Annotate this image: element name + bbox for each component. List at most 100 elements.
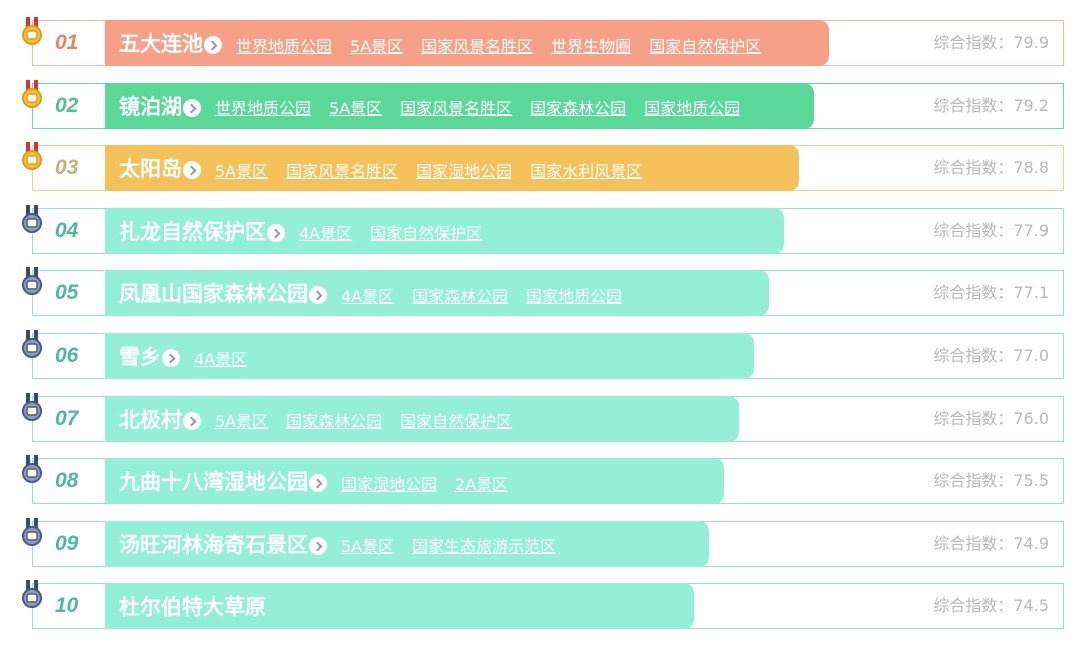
scenic-name[interactable]: 九曲十八湾湿地公园 (119, 470, 308, 495)
score-value: 77.0 (1013, 346, 1049, 365)
score-value: 77.1 (1013, 283, 1049, 303)
tag-link[interactable]: 国家自然保护区 (400, 412, 513, 432)
tag-link[interactable]: 5A景区 (215, 412, 269, 432)
tag-link[interactable]: 国家湿地公园 (341, 474, 438, 494)
score-value: 79.9 (1013, 33, 1049, 52)
rank-number: 03 (55, 156, 79, 180)
tag-link[interactable]: 国家风景名胜区 (286, 161, 399, 181)
medal-icon (22, 392, 42, 421)
score: 综合指数：74.9 (933, 522, 1049, 566)
tag-link[interactable]: 5A景区 (350, 36, 404, 56)
scenic-name[interactable]: 太阳岛 (119, 157, 182, 182)
ranking-row[interactable]: 05 凤凰山国家森林公园 4A景区 国家森林公园 国家地质公园 综合指数：77.1 (22, 267, 1064, 317)
tag-link[interactable]: 国家风景名胜区 (400, 99, 513, 119)
ranking-row[interactable]: 07 北极村 5A景区 国家森林公园 国家自然保护区 综合指数：76.0 (22, 392, 1064, 442)
ranking-row[interactable]: 03 太阳岛 5A景区 国家风景名胜区 国家湿地公园 国家水利风景区 综合指数：78.8 (22, 142, 1064, 192)
scenic-name[interactable]: 镜泊湖 (119, 94, 182, 119)
medal-icon (22, 330, 42, 358)
rank-number: 04 (55, 218, 79, 242)
arrow-icon[interactable] (183, 161, 201, 180)
score-label: 综合指数： (933, 408, 1014, 428)
score-label: 综合指数： (933, 220, 1014, 240)
rank-number: 05 (55, 281, 79, 305)
rank-number: 07 (55, 406, 79, 430)
scenic-name[interactable]: 凤凰山国家森林公园 (119, 282, 308, 307)
rank-number: 06 (55, 344, 79, 367)
tag-link[interactable]: 国家森林公园 (530, 99, 627, 119)
medal-icon (22, 267, 42, 296)
arrow-icon[interactable] (309, 474, 327, 493)
medal-icon (22, 142, 42, 171)
arrow-icon[interactable] (309, 286, 327, 305)
tag-link[interactable]: 世界地质公园 (215, 99, 312, 119)
ranking-row[interactable]: 01 五大连池 世界地质公园 5A景区 国家风景名胜区 世界生物圈 国家自然保护区 综合指数：… (22, 17, 1064, 66)
score-value: 74.9 (1013, 533, 1049, 553)
medal-icon (22, 17, 42, 45)
arrow-icon[interactable] (267, 223, 285, 242)
ranking-row[interactable]: 06 雪乡 4A景区 综合指数：77.0 (22, 330, 1064, 379)
tag-link[interactable]: 世界地质公园 (236, 36, 333, 56)
tag-link[interactable]: 国家地质公园 (644, 99, 741, 119)
score-label: 综合指数： (933, 346, 1014, 365)
score-value: 76.0 (1013, 408, 1049, 428)
rank-number: 10 (55, 594, 79, 618)
score: 综合指数：79.9 (933, 21, 1049, 65)
score: 综合指数：76.0 (933, 397, 1049, 441)
tag-link[interactable]: 国家森林公园 (286, 412, 383, 432)
tag-link[interactable]: 国家水利风景区 (530, 161, 643, 181)
tag-link[interactable]: 4A景区 (341, 286, 395, 306)
name-bar: 镜泊湖 世界地质公园 5A景区 国家风景名胜区 国家森林公园 国家地质公园 (105, 82, 814, 129)
scenic-name[interactable]: 杜尔伯特大草原 (119, 595, 266, 620)
score: 综合指数：77.0 (933, 334, 1049, 378)
score-label: 综合指数： (933, 33, 1014, 52)
score-label: 综合指数： (933, 596, 1014, 616)
arrow-icon[interactable] (183, 98, 201, 117)
scenic-name[interactable]: 汤旺河林海奇石景区 (119, 532, 308, 557)
ranking-row[interactable]: 10 杜尔伯特大草原 综合指数：74.5 (22, 580, 1064, 630)
medal-icon (22, 79, 42, 108)
tag-link[interactable]: 国家生态旅游示范区 (412, 537, 557, 557)
tag-link[interactable]: 国家森林公园 (412, 286, 509, 306)
tag-link[interactable]: 5A景区 (215, 161, 269, 181)
ranking-row[interactable]: 08 九曲十八湾湿地公园 国家湿地公园 2A景区 综合指数：75.5 (22, 455, 1064, 505)
tag-link[interactable]: 国家地质公园 (526, 286, 623, 306)
ranking-row[interactable]: 02 镜泊湖 世界地质公园 5A景区 国家风景名胜区 国家森林公园 国家地质公园 综合指数：7… (22, 79, 1064, 129)
score-value: 77.9 (1013, 220, 1049, 240)
medal-icon (22, 517, 42, 546)
score: 综合指数：78.8 (933, 146, 1049, 190)
score-label: 综合指数： (933, 471, 1014, 491)
scenic-name[interactable]: 北极村 (119, 407, 182, 432)
tag-link[interactable]: 5A景区 (329, 99, 383, 119)
score-label: 综合指数： (933, 283, 1014, 303)
score-label: 综合指数： (933, 533, 1014, 553)
tag-link[interactable]: 4A景区 (194, 349, 248, 369)
tag-link[interactable]: 5A景区 (341, 537, 395, 557)
score: 综合指数：74.5 (933, 584, 1049, 628)
ranking-row[interactable]: 04 扎龙自然保护区 4A景区 国家自然保护区 综合指数：77.9 (22, 204, 1064, 254)
name-bar: 凤凰山国家森林公园 4A景区 国家森林公园 国家地质公园 (105, 270, 769, 317)
scenic-name[interactable]: 五大连池 (119, 32, 203, 56)
score-value: 75.5 (1013, 471, 1049, 491)
tag-link[interactable]: 国家自然保护区 (370, 224, 483, 244)
ranking-row[interactable]: 09 汤旺河林海奇石景区 5A景区 国家生态旅游示范区 综合指数：74.9 (22, 517, 1064, 567)
score: 综合指数：75.5 (933, 459, 1049, 503)
tag-link[interactable]: 国家风景名胜区 (421, 36, 534, 56)
tag-link[interactable]: 4A景区 (299, 224, 353, 244)
name-bar: 扎龙自然保护区 4A景区 国家自然保护区 (105, 207, 784, 254)
arrow-icon[interactable] (162, 349, 180, 367)
tag-link[interactable]: 国家自然保护区 (649, 36, 762, 56)
name-bar: 北极村 5A景区 国家森林公园 国家自然保护区 (105, 395, 739, 442)
scenic-name[interactable]: 扎龙自然保护区 (119, 219, 266, 244)
arrow-icon[interactable] (183, 411, 201, 430)
tag-link[interactable]: 国家湿地公园 (416, 161, 513, 181)
name-bar: 汤旺河林海奇石景区 5A景区 国家生态旅游示范区 (105, 520, 709, 567)
rank-number: 09 (55, 531, 79, 555)
rank-number: 01 (55, 31, 79, 54)
arrow-icon[interactable] (309, 536, 327, 555)
arrow-icon[interactable] (204, 36, 222, 54)
tag-link[interactable]: 世界生物圈 (551, 36, 632, 56)
scenic-name[interactable]: 雪乡 (119, 345, 161, 369)
score: 综合指数：77.1 (933, 271, 1049, 315)
tag-link[interactable]: 2A景区 (455, 474, 509, 494)
